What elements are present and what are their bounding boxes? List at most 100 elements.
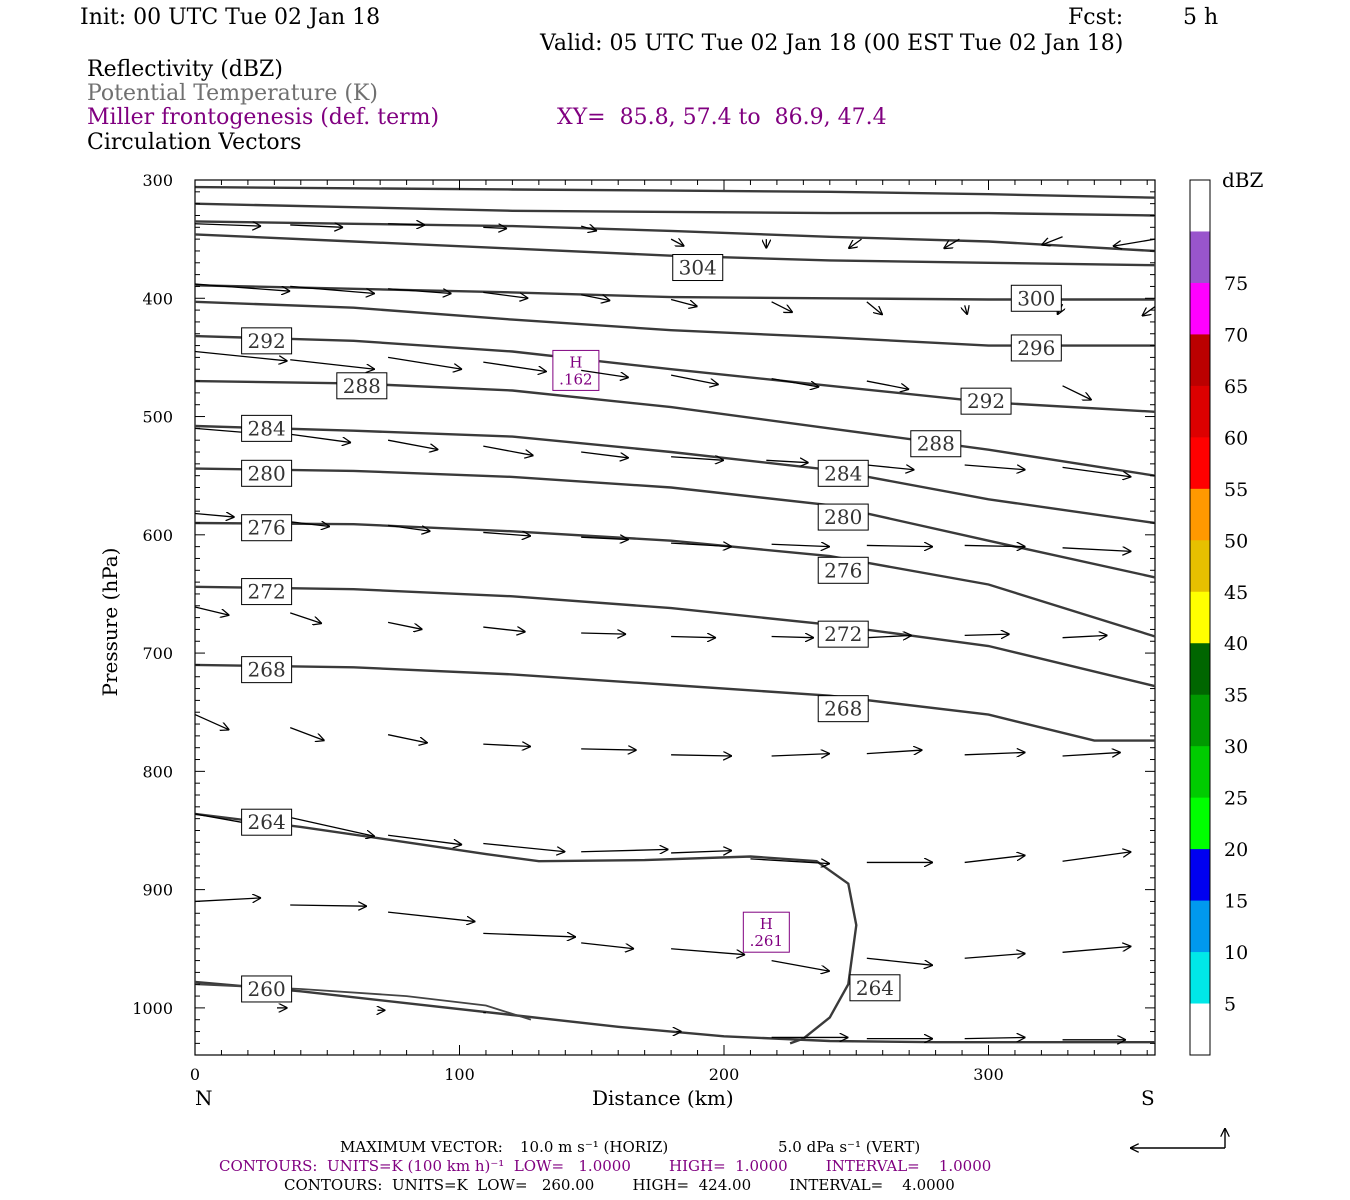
x-tick-label: 300 — [973, 1065, 1004, 1084]
colorbar-frame — [1189, 179, 1211, 1056]
circulation-vector — [387, 356, 462, 369]
isentrope-label: 292 — [248, 329, 286, 353]
circulation-vector — [964, 545, 1026, 546]
x-end-label-north: N — [195, 1086, 213, 1110]
colorbar-swatch — [1190, 488, 1210, 541]
isentrope-312 — [194, 202, 1156, 217]
circulation-vector — [866, 545, 933, 546]
colorbar-label: 20 — [1224, 839, 1248, 861]
circulation-vector — [771, 959, 830, 972]
circulation-vector — [1113, 238, 1156, 246]
colorbar-swatch — [1190, 591, 1210, 644]
circulation-vector — [964, 953, 1026, 959]
isentrope-label: 284 — [824, 461, 862, 485]
circulation-vector — [388, 911, 475, 921]
colorbar-label: 5 — [1224, 994, 1236, 1016]
isentrope-label-box — [241, 414, 293, 442]
circulation-vector — [289, 726, 324, 741]
circulation-vector — [290, 433, 351, 442]
circulation-vector — [964, 464, 1026, 470]
isentrope-label: 288 — [917, 432, 955, 456]
circulation-vector — [290, 285, 375, 293]
circulation-vector — [771, 754, 830, 756]
circulation-vector — [581, 942, 634, 949]
isentrope-264 — [194, 812, 858, 1045]
circulation-vector — [194, 224, 261, 226]
legend-potential-temperature: Potential Temperature (K) — [87, 81, 378, 106]
x-axis-title: Distance (km) — [592, 1086, 734, 1110]
y-tick-label: 800 — [142, 762, 173, 781]
isentrope-label-box — [910, 430, 962, 458]
colorbar-title: dBZ — [1222, 168, 1264, 192]
circulation-vector — [848, 238, 862, 248]
colorbar-label: 15 — [1224, 891, 1248, 913]
circulation-vector — [483, 227, 507, 228]
y-tick-label: 900 — [142, 881, 173, 900]
isentrope-label-box — [241, 459, 293, 487]
circulation-vector — [483, 361, 546, 371]
x-tick-label: 200 — [709, 1065, 740, 1084]
isentrope-272 — [194, 585, 1156, 688]
isentrope-label-box — [241, 808, 293, 836]
isentrope-label-box — [817, 556, 869, 584]
isentrope-label-box — [849, 974, 901, 1002]
colorbar-swatch — [1190, 952, 1210, 1005]
isentrope-label: 276 — [824, 558, 862, 582]
isentrope-label: 280 — [248, 461, 286, 485]
circulation-vector — [771, 544, 830, 546]
frontogenesis-max-value: .261 — [750, 932, 783, 950]
isentrope-label-box — [241, 578, 293, 606]
colorbar-swatch — [1190, 540, 1210, 593]
isentrope-label: 276 — [248, 516, 286, 540]
isentrope-280 — [194, 467, 1156, 579]
colorbar-swatch — [1190, 849, 1210, 902]
colorbar-swatch — [1190, 643, 1210, 696]
y-tick-label: 600 — [142, 526, 173, 545]
colorbar-label: 70 — [1224, 324, 1248, 346]
frontogenesis-max-label: H — [760, 915, 773, 933]
colorbar-label: 45 — [1224, 582, 1248, 604]
colorbar-label: 25 — [1224, 788, 1248, 810]
circulation-vector — [194, 350, 288, 360]
isentrope-label: 272 — [824, 622, 862, 646]
colorbar-swatch — [1190, 334, 1210, 387]
circulation-vector — [1062, 752, 1121, 756]
isentrope-300 — [194, 284, 1156, 301]
colorbar-swatch — [1190, 746, 1210, 799]
circulation-vector — [388, 288, 451, 294]
isentrope-label-box — [1010, 334, 1062, 362]
circulation-vector — [388, 224, 425, 225]
circulation-vector — [964, 634, 1010, 635]
legend-circulation-vectors: Circulation Vectors — [87, 130, 302, 155]
circulation-vector — [670, 239, 684, 246]
colorbar-swatch — [1190, 385, 1210, 438]
frontogenesis-max-label: H — [569, 353, 582, 371]
colorbar-label: 50 — [1224, 530, 1248, 552]
circulation-vector — [581, 537, 629, 539]
circulation-vector — [483, 291, 528, 298]
circulation-vector — [580, 226, 597, 231]
circulation-vector — [387, 734, 428, 743]
circulation-vector — [387, 621, 422, 629]
circulation-vector — [964, 752, 1026, 754]
circulation-vector — [671, 851, 732, 853]
y-tick-label: 700 — [142, 644, 173, 663]
circulation-vector — [194, 606, 229, 615]
circulation-vector — [671, 637, 716, 638]
isentrope-label: 292 — [967, 389, 1005, 413]
isentrope-label: 296 — [1017, 336, 1055, 360]
isentrope-label-box — [241, 514, 293, 542]
circulation-vector — [671, 755, 732, 756]
circulation-vector — [771, 301, 793, 313]
colorbar-label: 60 — [1224, 427, 1248, 449]
circulation-vector — [1062, 946, 1132, 953]
circulation-vector — [290, 359, 375, 369]
circulation-vector — [964, 855, 1026, 864]
circulation-vector — [670, 298, 697, 306]
circulation-vector — [581, 749, 637, 750]
max-vector-vertical: 5.0 dPa s⁻¹ (VERT) — [778, 1138, 921, 1156]
circulation-vector — [387, 439, 438, 449]
isentrope-260 — [194, 980, 1156, 1044]
circulation-vector — [290, 816, 375, 836]
circulation-vector — [965, 305, 968, 314]
